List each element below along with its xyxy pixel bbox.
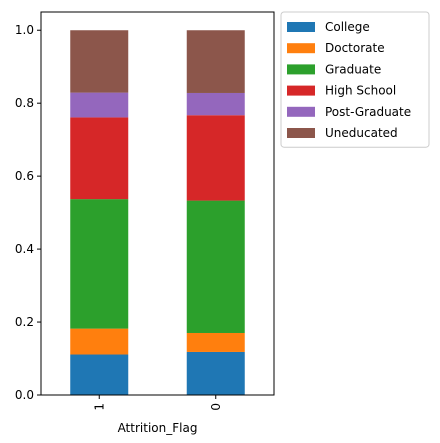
legend-swatch (287, 85, 315, 96)
bar-segment-high-school-0 (186, 115, 245, 201)
legend-label: Doctorate (325, 41, 385, 55)
bars (70, 30, 245, 395)
bar-segment-college-1 (70, 354, 129, 395)
legend-swatch (287, 64, 315, 75)
bar-segment-graduate-0 (186, 200, 245, 333)
bar-segment-high-school-1 (70, 117, 129, 200)
y-tick-label: 0.6 (15, 169, 34, 183)
y-axis-ticks: 0.0 0.2 0.4 0.6 0.8 1.0 (15, 23, 41, 402)
legend-swatch (287, 22, 315, 32)
bar-segment-post-graduate-0 (186, 92, 245, 116)
bar-segment-college-0 (186, 351, 245, 395)
y-tick-label: 0.0 (15, 388, 34, 402)
legend-swatch (287, 128, 315, 138)
legend-frame (280, 11, 430, 148)
plot-frame (40, 11, 275, 396)
bar-segment-graduate-1 (70, 199, 129, 329)
bar-segment-doctorate-0 (186, 332, 245, 352)
y-tick-label: 1.0 (15, 23, 34, 37)
bar-segment-uneducated-0 (186, 30, 245, 93)
legend-label: Post-Graduate (325, 105, 411, 119)
bar-segment-doctorate-1 (70, 328, 129, 355)
legend-swatch (287, 106, 315, 117)
legend: College Doctorate Graduate High School Post-… (280, 11, 430, 148)
bar-segment-uneducated-1 (70, 30, 129, 93)
x-tick-label: 1 (92, 403, 106, 411)
legend-label: Graduate (325, 62, 381, 76)
y-tick-label: 0.8 (15, 96, 34, 110)
legend-label: Uneducated (325, 126, 398, 140)
legend-label: High School (325, 84, 396, 98)
bar-segment-post-graduate-1 (70, 92, 129, 118)
x-axis-label: Attrition_Flag (118, 421, 198, 435)
y-tick-label: 0.4 (15, 242, 34, 256)
x-tick-label: 0 (209, 403, 223, 411)
legend-swatch (287, 43, 315, 54)
y-tick-label: 0.2 (15, 315, 34, 329)
legend-label: College (325, 20, 370, 34)
